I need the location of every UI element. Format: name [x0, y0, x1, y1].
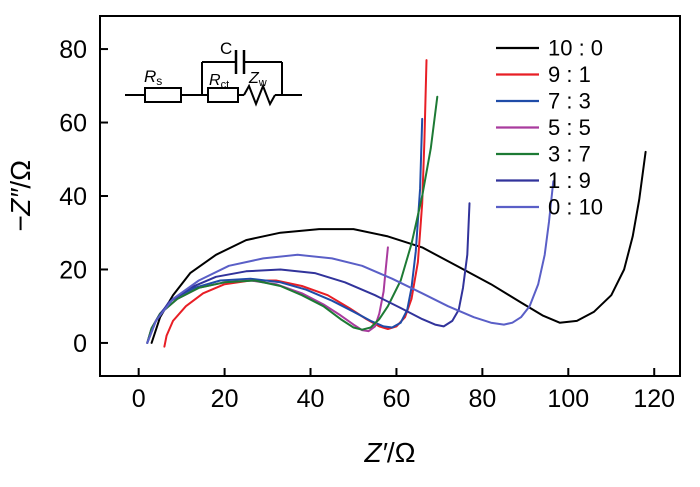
- x-tick-label: 40: [297, 385, 325, 413]
- legend-label: 7 : 3: [548, 89, 591, 114]
- x-tick-label: 20: [211, 385, 239, 413]
- legend-label: 1 : 9: [548, 168, 591, 193]
- c-label: C: [220, 39, 232, 58]
- legend-label: 5 : 5: [548, 115, 591, 140]
- series-line-10-0: [150, 150, 647, 344]
- x-axis-label: Z′/Ω: [363, 437, 415, 468]
- x-tick-label: 0: [132, 385, 146, 413]
- zw-label: Zw: [248, 70, 267, 89]
- x-tick-label: 120: [633, 385, 675, 413]
- legend-label: 10 : 0: [548, 36, 603, 61]
- resistor-rs-symbol: [144, 87, 182, 103]
- y-tick-label: 0: [73, 330, 87, 358]
- warburg-symbol: [243, 83, 276, 107]
- y-axis-label: −Z″/Ω: [5, 160, 36, 232]
- series-line-3-7: [146, 95, 439, 344]
- y-tick-label: 20: [59, 256, 87, 284]
- legend-label: 0 : 10: [548, 195, 603, 220]
- x-tick-label: 100: [547, 385, 589, 413]
- series-line-9-1: [163, 59, 428, 348]
- y-tick-label: 60: [59, 110, 87, 138]
- equivalent-circuit-inset: Rs C Rct Zw: [125, 39, 302, 107]
- y-tick-label: 40: [59, 183, 87, 211]
- y-tick-label: 80: [59, 36, 87, 64]
- x-tick-label: 80: [468, 385, 496, 413]
- legend-label: 3 : 7: [548, 142, 591, 167]
- legend-label: 9 : 1: [548, 62, 591, 87]
- series-line-0-10: [146, 180, 555, 344]
- rs-label: Rs: [144, 67, 162, 88]
- x-tick-label: 60: [383, 385, 411, 413]
- rct-label: Rct: [209, 72, 229, 91]
